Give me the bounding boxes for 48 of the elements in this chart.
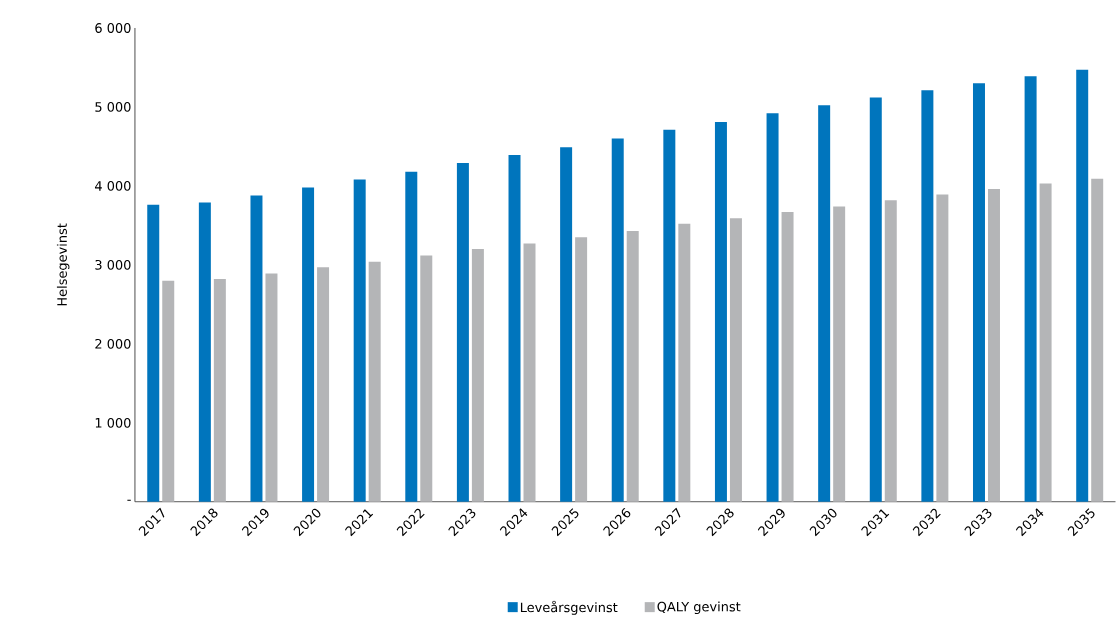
bar [213,279,226,502]
bar [972,83,985,502]
bar [265,273,278,502]
bar [456,163,469,502]
bar [833,206,846,502]
bar [987,189,1000,502]
bar [678,223,691,502]
bar [1039,183,1052,502]
bar [714,122,727,502]
y-tick-label: 6 000 [95,23,131,34]
bar [766,113,779,502]
bar [560,147,573,502]
bar [198,202,211,502]
bar [405,171,418,502]
bar [420,255,433,502]
bar [626,231,639,502]
bar [1076,69,1089,502]
bar [818,105,831,502]
y-tick-label: 3 000 [95,260,131,270]
bar [250,195,263,502]
legend-label: Leveårsgevinst [520,600,618,615]
bar [368,261,381,502]
y-tick-label: 1 000 [95,418,131,428]
y-tick-label: 5 000 [95,102,131,112]
bar [317,267,330,502]
bar [729,218,742,502]
y-tick-label: 2 000 [95,339,131,349]
bar [781,212,794,502]
bar [884,200,897,502]
bar [921,90,934,502]
legend-label: QALY gevinst [657,601,741,615]
bar [575,237,588,502]
bar [523,243,536,502]
y-axis-title: Helsegevinst [56,223,70,306]
bar [663,129,676,502]
y-tick-label: - [127,499,131,501]
bar [869,97,882,502]
bar [611,138,624,502]
bar [353,179,366,502]
bar [147,205,160,502]
bar [471,249,484,502]
y-tick-label: 4 000 [94,181,131,191]
bar [162,280,175,502]
bar [1024,76,1037,502]
bar [508,155,521,502]
bar [1091,178,1104,502]
bar [302,187,315,502]
bar [936,194,949,502]
